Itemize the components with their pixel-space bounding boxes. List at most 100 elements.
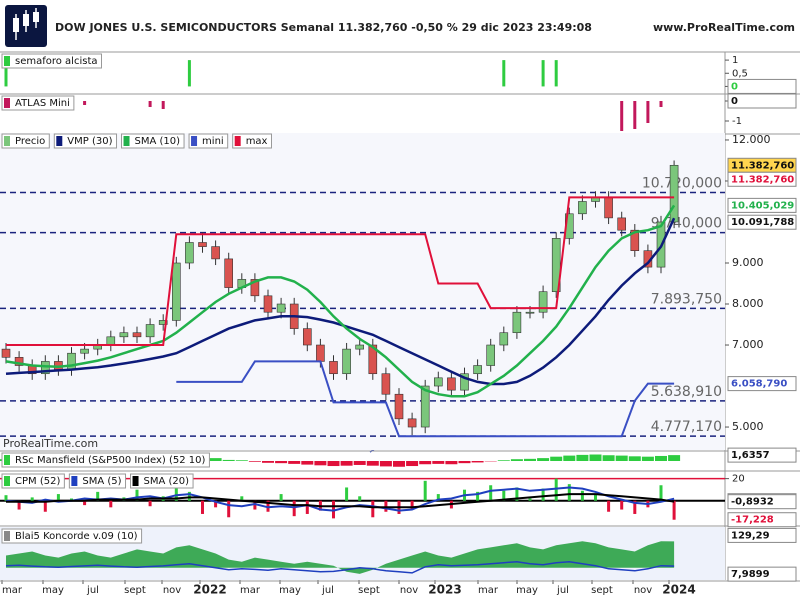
bar bbox=[502, 60, 506, 87]
bar bbox=[262, 461, 274, 463]
candle-body bbox=[407, 418, 417, 428]
panel-label: SMA (20) bbox=[144, 476, 190, 487]
y-tick-label: 1 bbox=[732, 55, 738, 66]
bar bbox=[436, 494, 440, 501]
panel-label-swatch bbox=[234, 136, 241, 146]
watermark: ProRealTime.com bbox=[3, 437, 98, 450]
bar bbox=[292, 500, 296, 517]
candle-body bbox=[316, 344, 325, 362]
candle-body bbox=[512, 311, 522, 334]
bar bbox=[56, 494, 60, 501]
bar bbox=[510, 459, 523, 461]
candle-body bbox=[420, 385, 430, 428]
bar bbox=[476, 491, 480, 501]
bar bbox=[235, 460, 248, 461]
last-value: 10.091,788 bbox=[731, 217, 794, 228]
bar bbox=[83, 101, 87, 105]
bar bbox=[620, 500, 624, 510]
y-tick-label: 20 bbox=[732, 474, 745, 485]
panel-label-swatch bbox=[71, 476, 78, 486]
bar bbox=[148, 101, 152, 107]
panel-label: RSc Mansfield (S&P500 Index) (52 10) bbox=[15, 455, 206, 466]
last-value-box bbox=[727, 214, 797, 230]
bar bbox=[567, 484, 571, 501]
y-tick-label: 9.000 bbox=[732, 256, 764, 269]
bar bbox=[406, 461, 419, 467]
panel-label-swatch bbox=[4, 476, 10, 486]
header-title: DOW JONES U.S. SEMICONDUCTORS Semanal 11… bbox=[55, 21, 592, 34]
candle-body bbox=[525, 311, 535, 314]
panel-label: SMA (5) bbox=[82, 476, 121, 487]
candle-body bbox=[172, 262, 181, 321]
bar bbox=[345, 487, 349, 501]
last-value: -0,8932 bbox=[731, 497, 774, 508]
bar bbox=[432, 461, 445, 464]
candle-body bbox=[80, 348, 89, 354]
candle-body bbox=[106, 336, 116, 346]
panel-label: ATLAS Mini bbox=[15, 98, 70, 109]
bar bbox=[502, 490, 506, 501]
bar bbox=[602, 455, 615, 461]
bar bbox=[371, 500, 375, 518]
candle-body bbox=[578, 201, 587, 215]
panel-label-box bbox=[188, 133, 229, 149]
candle-body bbox=[145, 324, 155, 338]
bar bbox=[393, 461, 405, 467]
bar bbox=[554, 478, 558, 501]
candle-body bbox=[355, 344, 365, 350]
last-value-box bbox=[727, 78, 797, 94]
panel-label-swatch bbox=[4, 531, 10, 541]
candle-body bbox=[14, 357, 24, 366]
bar bbox=[471, 461, 484, 463]
x-tick-label: sept bbox=[124, 585, 146, 596]
y-tick-label: 8.000 bbox=[732, 297, 764, 310]
bar bbox=[589, 454, 602, 461]
panel-label: CPM (52) bbox=[15, 476, 60, 487]
candle-body bbox=[473, 365, 482, 375]
panel-label-box bbox=[1, 53, 102, 69]
candle-body bbox=[250, 279, 260, 297]
x-tick-label: nov bbox=[163, 585, 181, 596]
bar bbox=[266, 500, 270, 512]
panel-label-swatch bbox=[4, 455, 10, 465]
panel-label-box bbox=[68, 473, 127, 489]
candle-body bbox=[604, 197, 613, 219]
bar bbox=[70, 498, 73, 501]
bar bbox=[135, 489, 139, 501]
bar bbox=[641, 456, 654, 461]
bar bbox=[279, 494, 283, 501]
last-value: 7,9899 bbox=[731, 569, 770, 580]
panel-label-swatch bbox=[56, 136, 63, 146]
series-line bbox=[5, 217, 676, 386]
bar bbox=[332, 500, 335, 519]
candle-body bbox=[1, 348, 11, 358]
bar bbox=[4, 60, 8, 87]
panel-label-swatch bbox=[132, 476, 139, 486]
bar bbox=[628, 456, 641, 461]
y-tick-label: 12.000 bbox=[732, 133, 771, 146]
logo-glyph bbox=[23, 14, 29, 26]
bar bbox=[524, 458, 536, 461]
bar bbox=[17, 500, 21, 510]
x-tick-label: may bbox=[42, 585, 64, 596]
last-value-box bbox=[727, 93, 797, 109]
candle-body bbox=[669, 164, 679, 223]
x-tick-label: nov bbox=[400, 585, 418, 596]
bar bbox=[580, 490, 584, 501]
bar bbox=[366, 461, 379, 466]
level-label: 10.720,000 bbox=[642, 175, 722, 191]
bar bbox=[410, 500, 414, 510]
panel-label-swatch bbox=[123, 136, 130, 146]
bar bbox=[358, 496, 362, 501]
last-value: 6.058,790 bbox=[731, 379, 787, 390]
last-value: 0 bbox=[731, 81, 738, 92]
panel-label: mini bbox=[202, 136, 224, 147]
last-value: 0 bbox=[731, 96, 738, 107]
bar bbox=[209, 458, 222, 461]
candle-body bbox=[198, 242, 207, 247]
last-value: 11.382,760 bbox=[731, 160, 794, 171]
x-tick-label: mar bbox=[240, 585, 261, 596]
candle-body bbox=[302, 328, 312, 346]
bar bbox=[615, 455, 628, 461]
x-tick-label: nov bbox=[634, 585, 652, 596]
